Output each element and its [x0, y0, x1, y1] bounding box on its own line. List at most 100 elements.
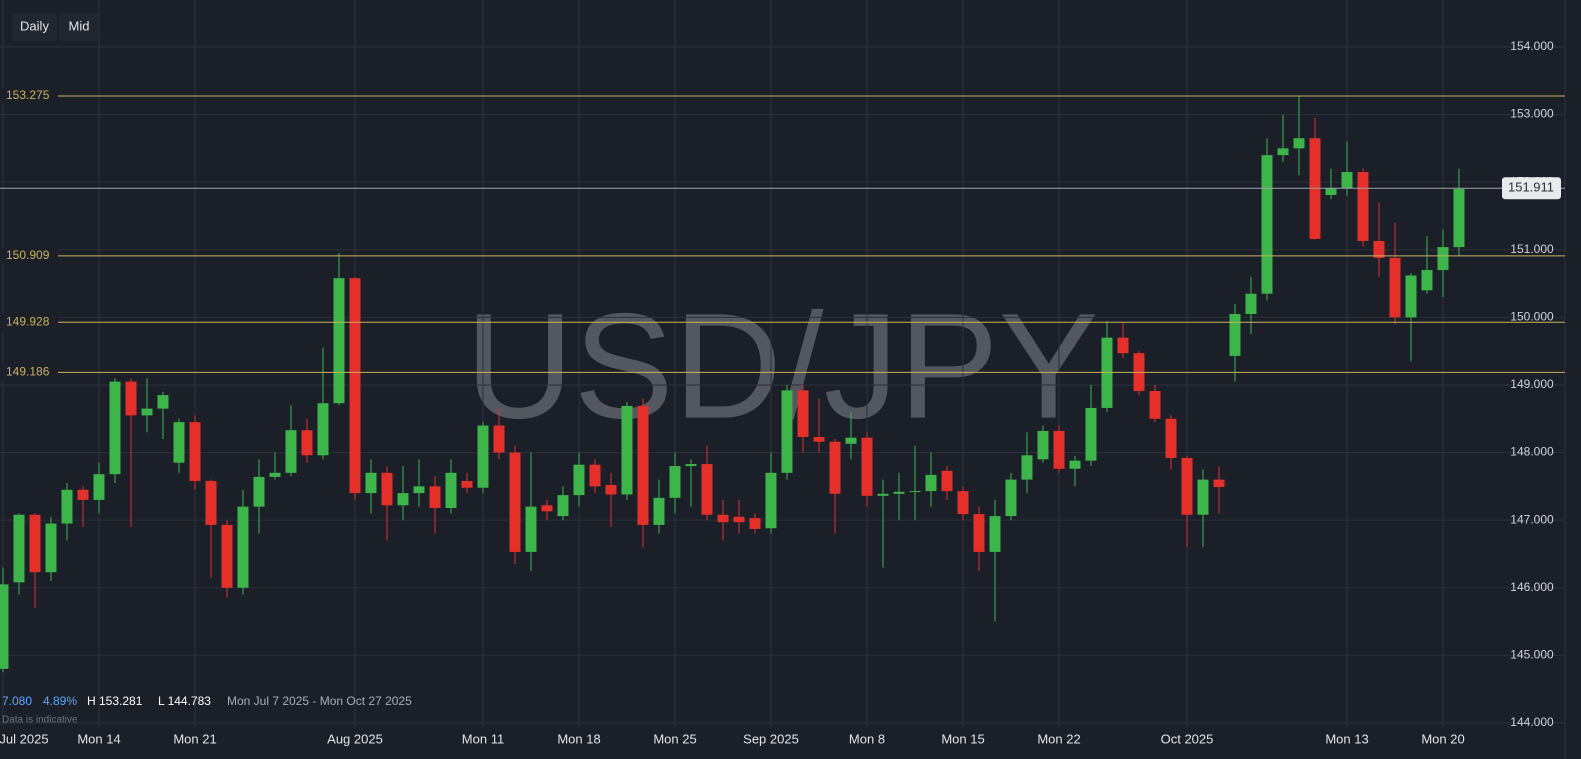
candle-body — [1149, 391, 1161, 419]
candle-body — [93, 474, 105, 500]
toolbar-button[interactable] — [12, 13, 57, 41]
last-price-label: 151.911 — [1508, 180, 1554, 195]
candle-body — [29, 514, 41, 573]
candle-body — [957, 491, 969, 515]
info-change-pct: 4.89% — [43, 694, 77, 708]
y-tick-label: 148.000 — [1510, 445, 1554, 459]
x-tick-label: Mon 25 — [653, 731, 696, 746]
x-tick-label: Mon 11 — [462, 731, 504, 746]
candle-body — [269, 472, 281, 477]
toolbar-button-label[interactable]: Daily — [20, 18, 49, 33]
candle-body — [477, 425, 489, 488]
x-tick-label: Mon 14 — [77, 731, 120, 746]
y-tick-label: 154.000 — [1510, 39, 1554, 53]
y-tick-label: 150.000 — [1510, 310, 1554, 324]
candle-body — [1405, 275, 1417, 318]
candle-body — [1037, 430, 1049, 460]
candle-body — [797, 390, 809, 438]
candle-body — [381, 472, 393, 506]
candle-body — [413, 486, 425, 494]
candle-body — [1197, 479, 1209, 515]
candle-body — [781, 390, 793, 473]
level-label: 153.275 — [6, 88, 50, 102]
candle-body — [1373, 240, 1385, 258]
candle-body — [237, 506, 249, 588]
candle-body — [1181, 457, 1193, 515]
candle-body — [909, 491, 921, 493]
toolbar-button-label[interactable]: Mid — [69, 18, 90, 33]
candle-body — [1325, 188, 1337, 196]
candle-body — [941, 470, 953, 492]
candle-body — [557, 495, 569, 517]
level-label-bg — [0, 314, 58, 331]
info-low: L 144.783 — [158, 694, 211, 708]
level-label-bg — [0, 364, 58, 381]
candle-body — [1021, 455, 1033, 480]
candle-body — [877, 493, 889, 496]
x-tick-label: Mon 15 — [941, 731, 984, 746]
candle-body — [637, 405, 649, 525]
candle-body — [685, 464, 697, 467]
candle-body — [733, 516, 745, 523]
candle-body — [1453, 188, 1465, 248]
y-tick-label: 144.000 — [1510, 715, 1554, 729]
x-tick-label: Aug 2025 — [327, 731, 383, 746]
y-tick-label: 153.000 — [1510, 107, 1554, 121]
level-label: 149.186 — [6, 365, 50, 379]
candle-body — [221, 524, 233, 588]
candle-body — [1277, 148, 1289, 156]
y-tick-label: 147.000 — [1510, 512, 1554, 526]
candle-body — [1341, 172, 1353, 189]
candle-body — [509, 452, 521, 552]
candle-body — [253, 476, 265, 507]
candle-body — [1437, 247, 1449, 271]
candle-body — [61, 489, 73, 524]
x-tick-label: Mon 22 — [1037, 731, 1080, 746]
candle-body — [461, 480, 473, 488]
candle-body — [205, 480, 217, 525]
candle-body — [445, 472, 457, 508]
candle-body — [493, 425, 505, 453]
candle-body — [813, 437, 825, 442]
y-tick-label: 145.000 — [1510, 648, 1554, 662]
x-tick-label: Mon 13 — [1325, 731, 1368, 746]
candle-body — [525, 506, 537, 552]
candle-body — [1389, 257, 1401, 318]
candle-body — [605, 485, 617, 495]
candle-body — [701, 464, 713, 515]
y-tick-label: 146.000 — [1510, 580, 1554, 594]
candle-body — [621, 405, 633, 495]
candle-body — [1069, 460, 1081, 469]
level-label-bg — [0, 247, 58, 264]
candle-body — [285, 430, 297, 473]
x-tick-label: Jul 2025 — [0, 731, 49, 746]
candle-body — [141, 408, 153, 416]
level-label: 150.909 — [6, 248, 50, 262]
candle-body — [861, 437, 873, 496]
candle-body — [365, 472, 377, 494]
candle-body — [653, 497, 665, 525]
candle-body — [429, 486, 441, 508]
candle-body — [1085, 407, 1097, 461]
candle-body — [925, 474, 937, 492]
candle-body — [77, 489, 89, 500]
candle-body — [717, 514, 729, 523]
candle-body — [1165, 418, 1177, 458]
candle-body — [1421, 270, 1433, 291]
candle-body — [397, 493, 409, 506]
candle-body — [349, 278, 361, 494]
x-tick-label: Mon 21 — [173, 731, 216, 746]
toolbar-button[interactable] — [59, 13, 99, 41]
candle-body — [1293, 138, 1305, 149]
x-tick-label: Mon 20 — [1421, 731, 1464, 746]
candle-body — [973, 514, 985, 552]
x-tick-label: Mon 18 — [557, 731, 600, 746]
candle-body — [845, 437, 857, 444]
candle-body — [13, 514, 25, 583]
level-label-bg — [0, 87, 58, 104]
info-high: H 153.281 — [87, 694, 143, 708]
candle-body — [589, 464, 601, 487]
